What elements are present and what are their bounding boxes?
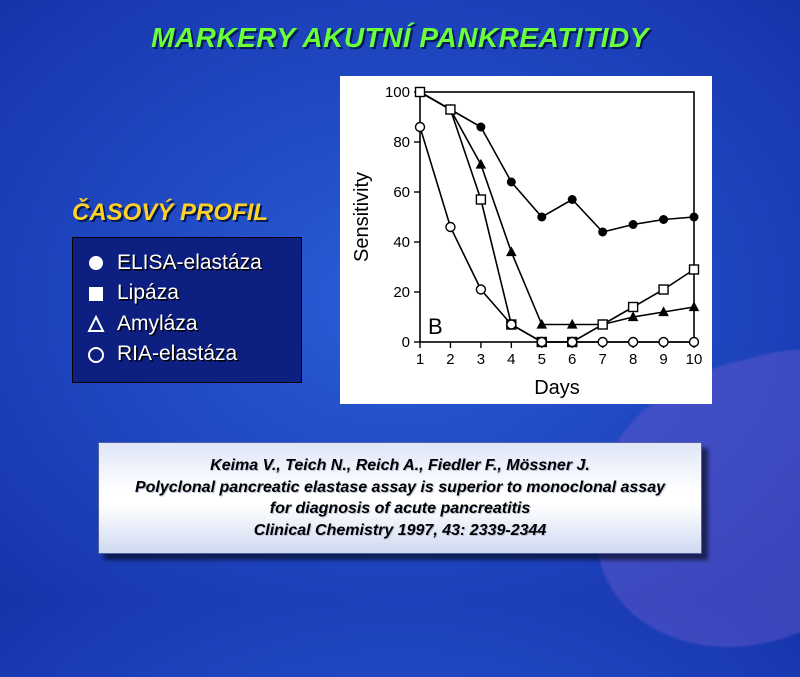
slide-title: MARKERY AKUTNÍ PANKREATITIDY [0, 22, 800, 54]
legend-label: Amyláza [117, 309, 198, 339]
svg-text:2: 2 [446, 351, 454, 368]
svg-text:60: 60 [393, 184, 410, 201]
circle-filled-icon [87, 254, 105, 272]
svg-text:B: B [428, 314, 443, 339]
svg-text:100: 100 [385, 84, 410, 101]
legend-item-amylaza: Amyláza [87, 309, 287, 339]
citation-authors: Keima V., Teich N., Reich A., Fiedler F.… [115, 455, 685, 477]
svg-text:20: 20 [393, 284, 410, 301]
svg-text:6: 6 [568, 351, 576, 368]
legend-label: RIA-elastáza [117, 339, 237, 369]
square-outline-icon [87, 285, 105, 303]
svg-text:9: 9 [659, 351, 667, 368]
svg-text:80: 80 [393, 134, 410, 151]
citation-journal: Clinical Chemistry 1997, 43: 2339-2344 [115, 520, 685, 542]
legend-box: ELISA-elastáza Lipáza Amyláza RIA-elastá… [72, 237, 302, 383]
svg-text:7: 7 [598, 351, 606, 368]
svg-text:Days: Days [534, 377, 580, 399]
citation-box: Keima V., Teich N., Reich A., Fiedler F.… [98, 442, 702, 554]
svg-text:3: 3 [477, 351, 485, 368]
svg-text:4: 4 [507, 351, 515, 368]
legend-label: ELISA-elastáza [117, 248, 262, 278]
legend-label: Lipáza [117, 278, 179, 308]
svg-text:5: 5 [538, 351, 546, 368]
citation-title-2: for diagnosis of acute pancreatitis [115, 498, 685, 520]
legend-item-elisa: ELISA-elastáza [87, 248, 287, 278]
svg-text:0: 0 [402, 334, 410, 351]
circle-outline-icon [87, 346, 105, 364]
svg-text:Sensitivity: Sensitivity [351, 172, 373, 262]
svg-text:1: 1 [416, 351, 424, 368]
svg-text:40: 40 [393, 234, 410, 251]
chart-svg: 0 20 40 60 80 100 1 2 3 4 5 6 7 8 9 10 Days Sensitivity B [340, 76, 712, 404]
legend-item-lipaza: Lipáza [87, 278, 287, 308]
sensitivity-chart: 0 20 40 60 80 100 1 2 3 4 5 6 7 8 9 10 Days Sensitivity B [340, 76, 712, 404]
svg-text:10: 10 [686, 351, 703, 368]
triangle-outline-icon [87, 315, 105, 333]
legend-item-ria: RIA-elastáza [87, 339, 287, 369]
time-profile-heading: ČASOVÝ PROFIL [72, 199, 268, 227]
svg-text:8: 8 [629, 351, 637, 368]
citation-title-1: Polyclonal pancreatic elastase assay is … [115, 477, 685, 499]
